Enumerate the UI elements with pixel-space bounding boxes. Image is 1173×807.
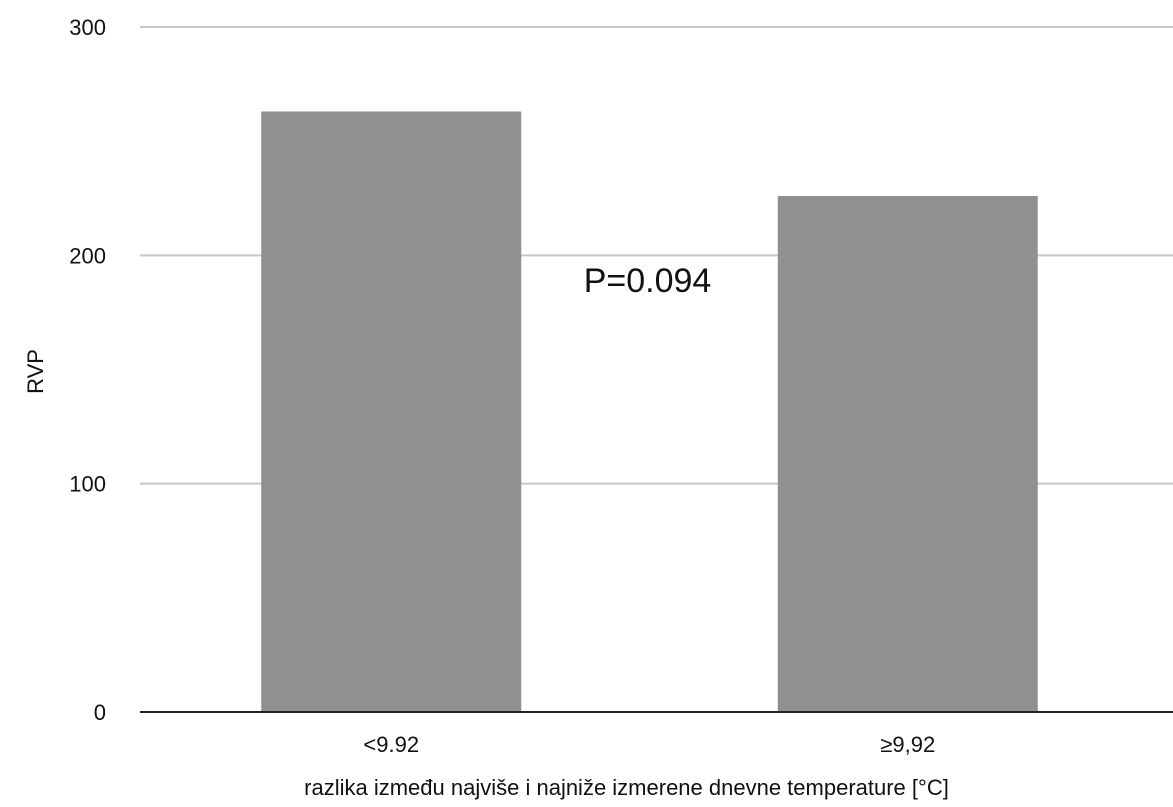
x-tick-labels: <9.92 ≥9,92 [363, 732, 935, 757]
x-tick-label: ≥9,92 [880, 732, 935, 757]
bar [261, 111, 522, 712]
y-tick-label: 200 [69, 243, 106, 268]
y-axis-title: RVP [23, 349, 48, 394]
y-tick-label: 300 [69, 15, 106, 40]
p-value-annotation: P=0.094 [584, 262, 712, 300]
y-tick-label: 0 [94, 700, 106, 725]
bar [777, 195, 1038, 712]
y-tick-label: 100 [69, 472, 106, 497]
x-tick-label: <9.92 [363, 732, 419, 757]
bars [261, 111, 1038, 712]
y-tick-labels: 0 100 200 300 [69, 15, 106, 725]
x-axis-title: razlika između najviše i najniže izmeren… [304, 775, 949, 800]
